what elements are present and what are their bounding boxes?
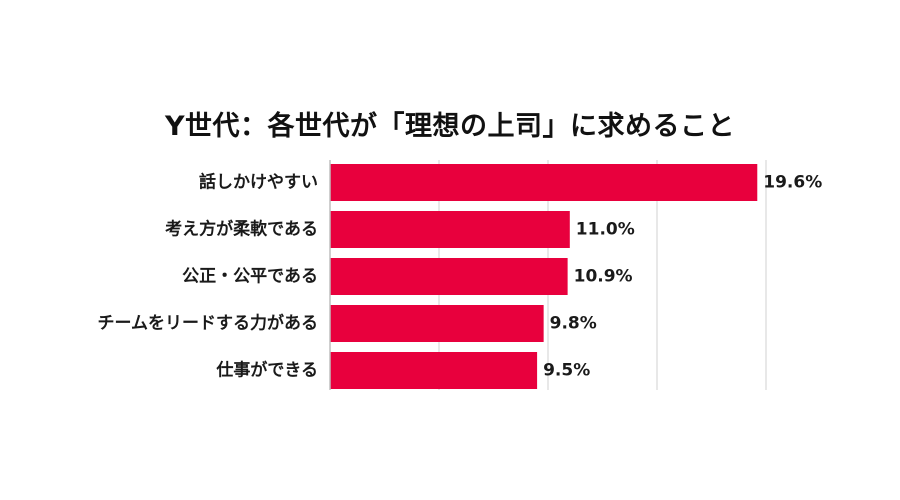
- value-label-1: 19.6%: [763, 173, 822, 193]
- category-label-3: 公正・公平である: [182, 267, 318, 287]
- bar-1: [330, 164, 758, 201]
- value-label-5: 9.5%: [543, 361, 590, 381]
- bar-4: [330, 305, 544, 342]
- value-label-3: 10.9%: [574, 267, 633, 287]
- value-label-2: 11.0%: [576, 220, 635, 240]
- chart-title: Y世代：各世代が「理想の上司」に求めること: [164, 111, 736, 142]
- category-label-5: 仕事ができる: [215, 360, 318, 381]
- category-label-4: チームをリードする力がある: [98, 313, 319, 334]
- bar-5: [330, 352, 538, 389]
- category-label-2: 考え方が柔軟である: [164, 219, 318, 240]
- category-label-1: 話しかけやすい: [199, 172, 318, 193]
- value-label-4: 9.8%: [550, 314, 597, 334]
- bar-3: [330, 258, 568, 295]
- bar-2: [330, 211, 570, 248]
